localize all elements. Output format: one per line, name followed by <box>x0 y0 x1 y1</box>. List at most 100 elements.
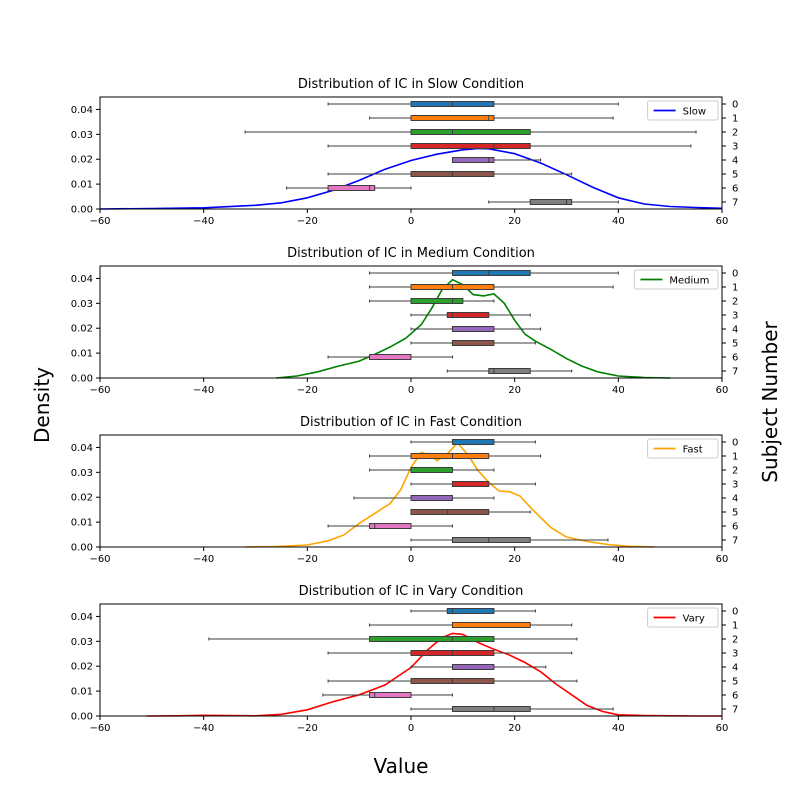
x-tick-label: −20 <box>297 216 318 227</box>
x-tick-label: 0 <box>408 216 414 227</box>
y-tick-label: 0.00 <box>71 205 93 216</box>
panel-title: Distribution of IC in Vary Condition <box>299 584 524 599</box>
subject-tick-label: 7 <box>732 367 738 378</box>
y-tick-label: 0.00 <box>71 543 93 554</box>
axes-frame <box>99 265 723 379</box>
panel-medium: Distribution of IC in Medium Condition −6… <box>71 246 739 396</box>
legend-label: Fast <box>683 445 703 456</box>
legend: Vary <box>647 607 719 628</box>
box <box>410 495 453 501</box>
y-tick-label: 0.03 <box>71 299 93 310</box>
y-tick-label: 0.01 <box>71 687 93 698</box>
y-tick-label: 0.00 <box>71 374 93 385</box>
panel-title: Distribution of IC in Medium Condition <box>287 246 535 261</box>
subject-tick-label: 0 <box>732 269 738 280</box>
box <box>410 115 495 121</box>
boxplot-subject-0 <box>410 439 536 445</box>
box <box>451 537 531 543</box>
panel-title: Distribution of IC in Fast Condition <box>300 415 522 430</box>
y-tick-label: 0.02 <box>71 662 93 673</box>
subject-tick-label: 4 <box>732 494 738 505</box>
boxplot-subject-5 <box>410 509 531 515</box>
boxplot-subject-4 <box>353 495 495 501</box>
boxplot-subject-6 <box>286 185 412 191</box>
box <box>446 608 495 614</box>
x-tick-label: 40 <box>612 554 625 565</box>
subject-tick-label: 7 <box>732 536 738 547</box>
boxplot-subject-5 <box>410 340 536 346</box>
boxplot-subject-2 <box>369 298 495 304</box>
x-tick-label: −60 <box>89 385 110 396</box>
x-tick-label: −60 <box>89 216 110 227</box>
box <box>369 523 412 529</box>
legend: Medium <box>633 269 719 290</box>
y-tick-label: 0.03 <box>71 637 93 648</box>
panel-vary: Distribution of IC in Vary Condition −60 −… <box>71 584 739 734</box>
x-tick-label: 20 <box>508 385 521 396</box>
legend-frame <box>647 100 719 121</box>
box <box>410 467 453 473</box>
subject-tick-label: 1 <box>732 283 738 294</box>
subject-tick-label: 2 <box>732 128 738 139</box>
box <box>410 298 464 304</box>
box <box>410 129 531 135</box>
boxplot-subject-0 <box>369 270 619 276</box>
box <box>369 636 495 642</box>
subject-tick-label: 6 <box>732 184 738 195</box>
legend: Slow <box>647 100 719 121</box>
subject-tick-label: 3 <box>732 311 738 322</box>
panel-title: Distribution of IC in Slow Condition <box>298 77 524 92</box>
box <box>488 368 531 374</box>
subject-tick-label: 2 <box>732 466 738 477</box>
legend-frame <box>647 438 719 459</box>
y-tick-label: 0.04 <box>71 274 93 285</box>
subject-tick-label: 5 <box>732 508 738 519</box>
x-tick-label: 40 <box>612 216 625 227</box>
boxplot-subject-6 <box>327 354 453 360</box>
subject-tick-label: 1 <box>732 114 738 125</box>
axes-frame <box>99 434 723 548</box>
boxplot-subject-0 <box>327 101 619 107</box>
boxplot-subject-7 <box>410 706 614 712</box>
boxplot-subject-4 <box>451 157 542 163</box>
box <box>410 143 531 149</box>
boxplot-subject-5 <box>327 678 578 684</box>
boxplot-subject-7 <box>446 368 573 374</box>
axes-frame <box>99 603 723 717</box>
x-tick-label: 60 <box>716 216 729 227</box>
boxplot-subject-1 <box>369 284 614 290</box>
y-tick-label: 0.04 <box>71 105 93 116</box>
subject-tick-label: 3 <box>732 480 738 491</box>
box <box>410 509 490 515</box>
y-tick-label: 0.01 <box>71 349 93 360</box>
y-tick-label: 0.00 <box>71 712 93 723</box>
subject-tick-label: 6 <box>732 353 738 364</box>
x-tick-label: −60 <box>89 554 110 565</box>
legend-frame <box>647 607 719 628</box>
boxplot-subject-1 <box>369 453 542 459</box>
y-tick-label: 0.04 <box>71 443 93 454</box>
box <box>451 664 495 670</box>
density-curve <box>99 147 723 210</box>
boxplot-subject-7 <box>488 199 619 205</box>
x-tick-label: 40 <box>612 385 625 396</box>
subject-tick-label: 6 <box>732 522 738 533</box>
legend: Fast <box>647 438 719 459</box>
y-tick-label: 0.02 <box>71 155 93 166</box>
box <box>410 453 490 459</box>
boxplot-subject-3 <box>327 143 692 149</box>
x-tick-label: 40 <box>612 723 625 734</box>
x-tick-label: 0 <box>408 554 414 565</box>
subject-tick-label: 7 <box>732 705 738 716</box>
density-curve <box>276 278 671 379</box>
subject-tick-label: 3 <box>732 649 738 660</box>
subject-tick-label: 7 <box>732 198 738 209</box>
density-curve <box>146 632 722 717</box>
y-tick-label: 0.03 <box>71 468 93 479</box>
boxplot-subject-2 <box>244 129 697 135</box>
subject-tick-label: 1 <box>732 621 738 632</box>
subject-tick-label: 4 <box>732 156 738 167</box>
boxplot-subject-3 <box>410 481 536 487</box>
x-tick-label: 60 <box>716 723 729 734</box>
